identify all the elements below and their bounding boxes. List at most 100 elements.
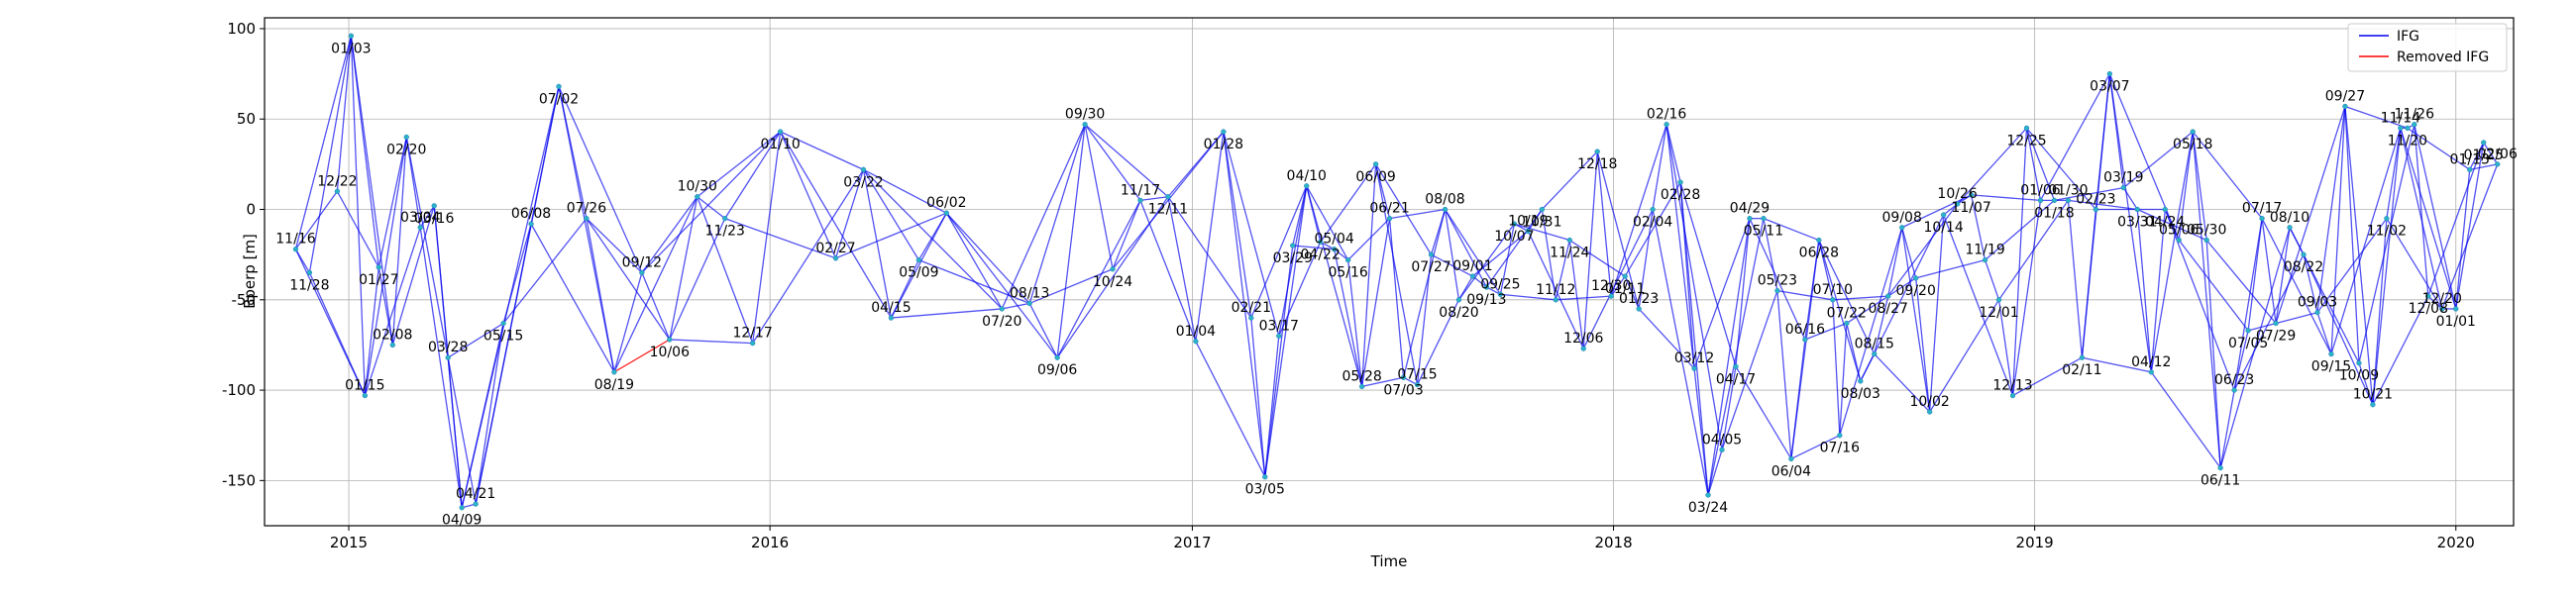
y-tick-label: -100 [222,381,256,399]
ifg-edge [1665,124,1681,183]
legend[interactable]: IFG Removed IFG [2347,23,2508,72]
x-tick-label: 2020 [2437,534,2475,551]
ifg-edge [697,196,754,344]
acquisition-date-label: 02/20 [386,142,426,157]
acquisition-point [2217,464,2223,471]
acquisition-point [915,256,922,263]
acquisition-point [1221,129,1227,135]
ifg-edge [2372,295,2429,405]
ifg-edge [641,272,671,341]
acquisition-date-labels: 11/16 11/28 12/22 01/03 01/15 01/27 02/08 02/20… [275,41,2518,528]
acquisition-date-label: 08/20 [1439,305,1478,321]
acquisition-point [2093,206,2099,213]
ifg-edge [2414,124,2457,310]
ifg-edge [2261,218,2332,354]
acquisition-date-label: 09/25 [1480,276,1520,292]
ifg-edge [1915,259,1986,279]
acquisition-date-label: 04/09 [442,513,482,529]
ifg-edge [1223,131,1252,319]
ifg-edge [2303,254,2318,313]
ifg-edge [2205,240,2277,324]
acquisition-date-label: 06/16 [1785,322,1825,338]
ifg-edge [1084,124,1114,269]
ifg-edge [1846,277,1917,325]
acquisition-date-label: 03/04 [400,210,440,226]
ifg-edge [1457,223,1515,301]
ifg-edge [475,323,504,505]
ifg-edge [834,169,865,259]
ifg-edge [752,131,782,344]
acquisition-date-label: 10/19 [1508,213,1548,229]
ifg-edge [447,357,477,505]
ifg-edge [2233,330,2249,391]
acquisition-point [403,134,409,141]
acquisition-date-label: 08/15 [1855,337,1894,352]
acquisition-point [473,501,479,507]
acquisition-date-label: 02/11 [2062,362,2101,378]
acquisition-point [1830,297,1836,303]
acquisition-point [1677,179,1683,185]
x-tick-label: 2015 [330,534,368,551]
acquisition-date-label: 08/22 [2284,259,2323,275]
acquisition-point [1844,320,1850,327]
ifg-edge [2233,218,2263,391]
ifg-edge [1167,131,1225,198]
ifg-edge [945,212,1030,304]
acquisition-point [1026,300,1032,307]
acquisition-date-label: 11/23 [705,224,745,240]
ifg-edge [2316,106,2346,313]
acquisition-date-label: 01/30 [2048,182,2088,198]
acquisition-point [1332,247,1338,252]
ifg-edge [1839,227,1903,436]
ifg-edge [1839,323,1848,436]
acquisition-date-label: 07/20 [982,314,1021,330]
ifg-edge [1527,209,1543,232]
acquisition-point [417,225,423,231]
acquisition-date-label: 06/04 [1771,463,1811,479]
ifg-edge [1416,299,1460,385]
acquisition-date-label: 07/10 [1813,282,1853,298]
acquisition-date-label: 12/08 [2409,301,2448,317]
ifg-edge [669,339,753,345]
acquisition-date-label: 04/05 [1702,432,1742,448]
ifg-edge [2441,163,2499,310]
ifg-edge [1763,218,1820,242]
ifg-edge [2344,105,2409,129]
interferogram-edges [294,36,2499,509]
ifg-edge [2082,356,2152,373]
ifg-edge [2026,127,2096,210]
acquisition-date-label: 09/01 [1452,258,1492,274]
acquisition-point [2398,125,2404,132]
acquisition-point [611,369,617,375]
ifg-edge [697,196,726,220]
acquisition-point [2405,125,2411,132]
ifg-edge [2039,73,2110,201]
acquisition-point [2079,354,2086,360]
acquisition-date-label: 01/10 [760,137,800,152]
acquisition-point [1345,256,1351,263]
ifg-edge [724,218,836,259]
ifg-edge [2068,199,2138,211]
ifg-edge [2386,218,2443,310]
acquisition-date-label: 06/21 [1369,201,1409,217]
acquisition-date-label: 02/27 [815,241,855,256]
acquisition-point [2148,369,2154,375]
ifg-edge [2316,312,2332,354]
acquisition-point [1816,237,1822,244]
ifg-edge [1056,124,1086,358]
ifg-edge [945,212,1058,358]
acquisition-date-label: 10/07 [1494,229,1534,245]
ifg-edge [2455,142,2485,310]
ifg-edge [1804,240,1820,341]
ifg-edge [613,196,698,373]
acquisition-point [2425,293,2431,299]
ifg-edge [641,131,782,273]
acquisition-date-label: 07/16 [1820,441,1860,456]
ifg-edge [530,223,615,373]
acquisition-point [1761,215,1767,222]
acquisition-date-label: 06/11 [2200,473,2240,489]
acquisition-point [389,342,395,349]
ifg-edge [2247,218,2263,331]
ifg-edge [350,36,366,396]
ifg-edge [2150,209,2166,372]
